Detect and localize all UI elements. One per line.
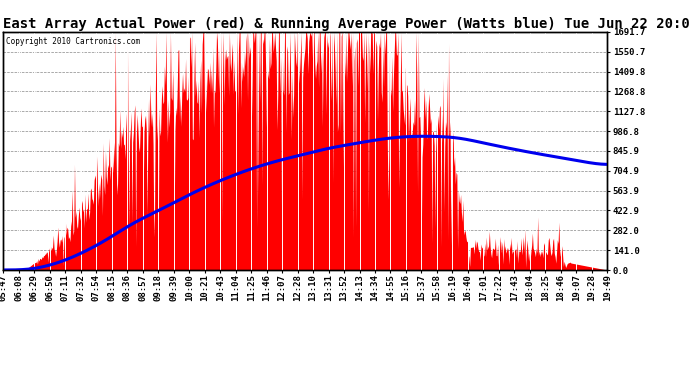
Text: Copyright 2010 Cartronics.com: Copyright 2010 Cartronics.com [6,37,141,46]
Text: East Array Actual Power (red) & Running Average Power (Watts blue) Tue Jun 22 20: East Array Actual Power (red) & Running … [3,16,690,31]
